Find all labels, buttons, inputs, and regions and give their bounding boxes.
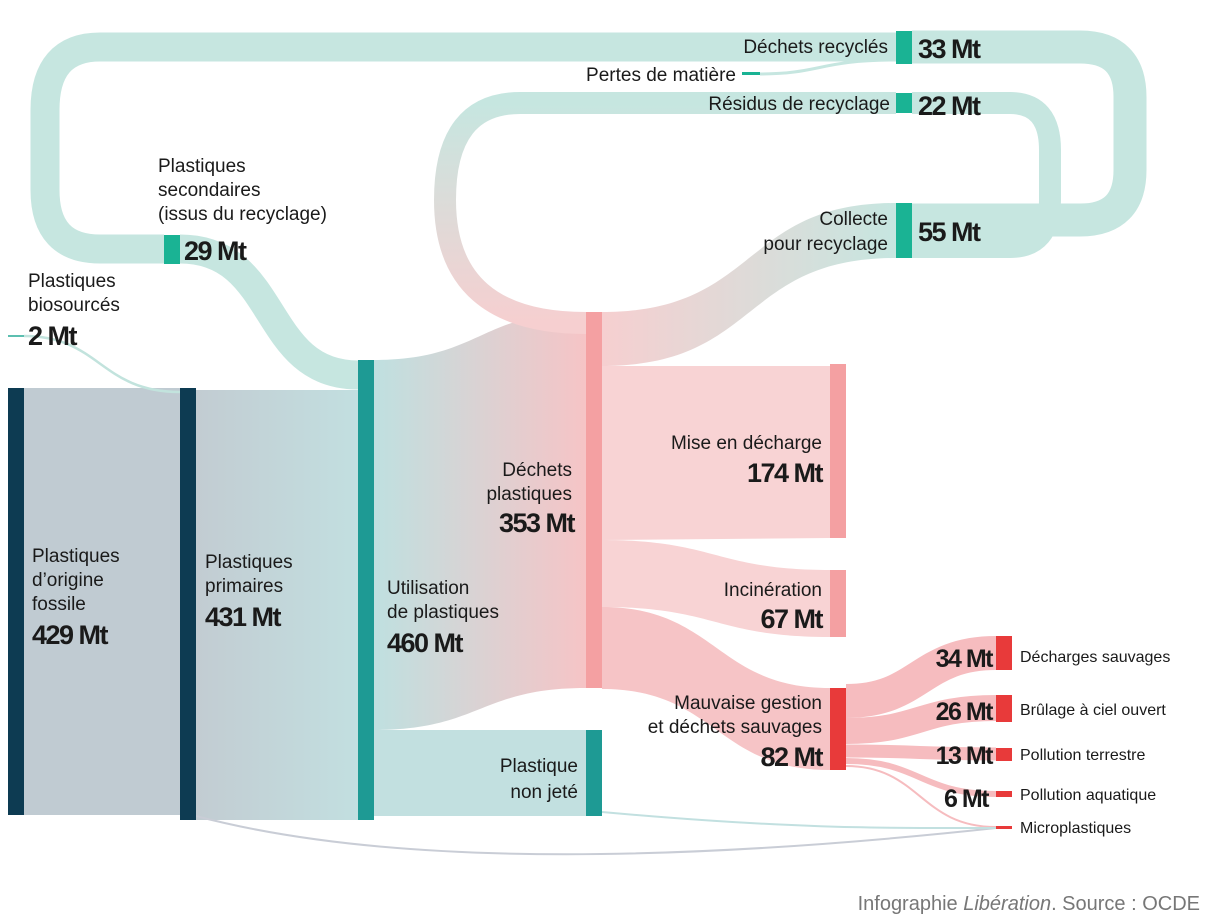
value: 174 Mt [747, 458, 824, 488]
node [164, 235, 180, 264]
source: Infographie Libération. Source : OCDE [858, 893, 1200, 915]
nodes [8, 31, 1012, 829]
value: 431 Mt [205, 602, 282, 632]
node [830, 364, 846, 538]
node [358, 360, 374, 820]
value: 353 Mt [499, 508, 576, 538]
node [586, 312, 602, 688]
label: Brûlage à ciel ouvert [1020, 702, 1166, 719]
label: Plastiques [205, 552, 293, 573]
value: 67 Mt [760, 604, 823, 634]
flow [845, 758, 997, 797]
node [830, 570, 846, 637]
label: biosourcés [28, 295, 120, 316]
label: Mauvaise gestion [674, 693, 822, 714]
value: 429 Mt [32, 620, 109, 650]
value: 2 Mt [28, 321, 78, 351]
label: Pollution terrestre [1020, 747, 1145, 764]
flow [433, 92, 896, 334]
flow [374, 730, 586, 816]
label: d’origine [32, 570, 104, 591]
label: Résidus de recyclage [708, 94, 890, 115]
flow [196, 390, 358, 820]
node [996, 826, 1012, 829]
value: 29 Mt [184, 236, 247, 266]
flow [602, 540, 830, 637]
value: 6 Mt [944, 785, 990, 813]
flow [845, 744, 997, 761]
labels: Plastiques d’origine fossile 429 Mt Plas… [28, 34, 1200, 915]
node [996, 636, 1012, 670]
value: 13 Mt [936, 742, 995, 770]
node [996, 748, 1012, 761]
node [830, 688, 846, 770]
label: plastiques [486, 484, 572, 505]
flow [23, 334, 181, 394]
flow [602, 203, 896, 366]
node [896, 93, 912, 113]
label: primaires [205, 576, 283, 597]
label: Décharges sauvages [1020, 649, 1170, 666]
label: Pertes de matière [586, 65, 736, 86]
value: 22 Mt [918, 91, 981, 121]
flow [602, 607, 830, 770]
label: Plastiques [32, 546, 120, 567]
label: Incinération [724, 580, 822, 601]
node [180, 388, 196, 820]
value: 82 Mt [760, 742, 823, 772]
node [896, 203, 912, 258]
flow [845, 695, 997, 744]
flow [179, 234, 359, 390]
label: de plastiques [387, 602, 499, 623]
value: 55 Mt [918, 217, 981, 247]
value: 26 Mt [936, 698, 995, 726]
value: 33 Mt [918, 34, 981, 64]
label: Collecte [819, 209, 888, 230]
label: Mise en décharge [671, 433, 822, 454]
node [996, 695, 1012, 722]
node [8, 388, 24, 815]
source-prefix: Infographie [858, 893, 964, 915]
label: Déchets recyclés [743, 37, 888, 58]
flow [30, 32, 896, 264]
node [742, 72, 760, 75]
label: Plastiques [28, 271, 116, 292]
label: (issus du recyclage) [158, 204, 327, 225]
flow [374, 312, 586, 730]
label: Pollution aquatique [1020, 787, 1156, 804]
label: Plastique [500, 756, 578, 777]
label: pour recyclage [763, 234, 888, 255]
label: Déchets [502, 460, 572, 481]
source-name: Libération [963, 893, 1051, 915]
label: secondaires [158, 180, 260, 201]
flow [195, 815, 997, 856]
label: non jeté [510, 782, 578, 803]
value: 34 Mt [936, 645, 995, 673]
node [586, 730, 602, 816]
flow [759, 58, 897, 76]
flows [8, 30, 1147, 856]
label: Utilisation [387, 578, 469, 599]
flow [602, 366, 830, 540]
flow [912, 92, 1061, 258]
node [996, 791, 1012, 797]
label: et déchets sauvages [648, 717, 822, 738]
flow [24, 388, 180, 815]
flow [845, 765, 997, 828]
flow [912, 30, 1147, 237]
source-suffix: . Source : OCDE [1051, 893, 1200, 915]
label: fossile [32, 594, 86, 615]
flow [845, 636, 997, 718]
flow [601, 811, 997, 830]
node [896, 31, 912, 64]
label: Plastiques [158, 156, 246, 177]
value: 460 Mt [387, 628, 464, 658]
label: Microplastiques [1020, 820, 1131, 837]
